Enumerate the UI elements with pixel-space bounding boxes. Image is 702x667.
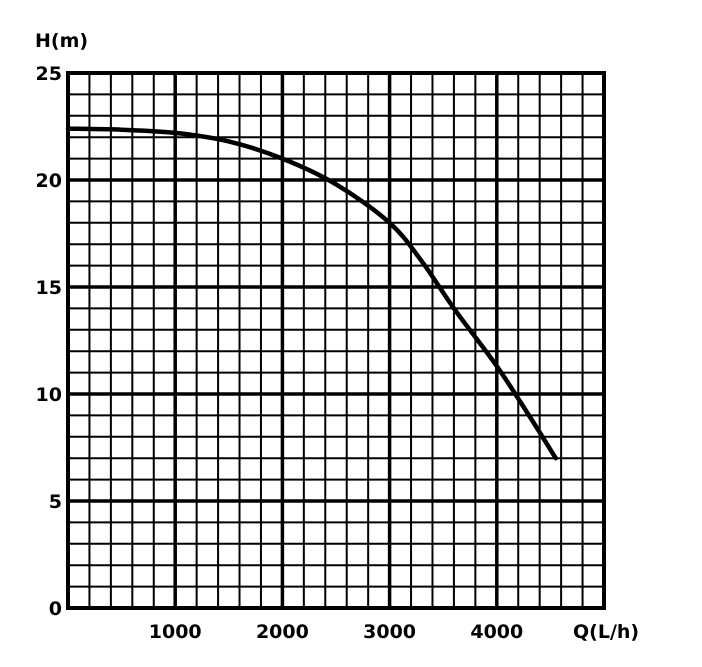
y-tick-label: 5: [49, 491, 62, 513]
x-tick-label: 2000: [256, 621, 309, 643]
y-tick-label: 10: [36, 384, 62, 406]
y-tick-label: 25: [36, 63, 62, 85]
y-tick-label: 20: [36, 170, 62, 192]
series-line: [65, 126, 559, 461]
y-tick-label: 0: [49, 598, 62, 620]
y-tick-label: 15: [36, 277, 62, 299]
y-axis-label: H(m): [35, 30, 88, 52]
x-tick-labels: 1000 2000 3000 4000: [149, 621, 523, 643]
y-tick-labels: 0 5 10 15 20 25: [36, 63, 62, 620]
minor-grid: [68, 73, 604, 608]
x-tick-label: 1000: [149, 621, 202, 643]
major-grid: [68, 73, 604, 608]
series-layer: [65, 126, 559, 461]
x-tick-label: 3000: [363, 621, 416, 643]
x-tick-label: 4000: [470, 621, 523, 643]
plot-frame: [66, 71, 606, 610]
x-axis-label: Q(L/h): [573, 621, 639, 643]
